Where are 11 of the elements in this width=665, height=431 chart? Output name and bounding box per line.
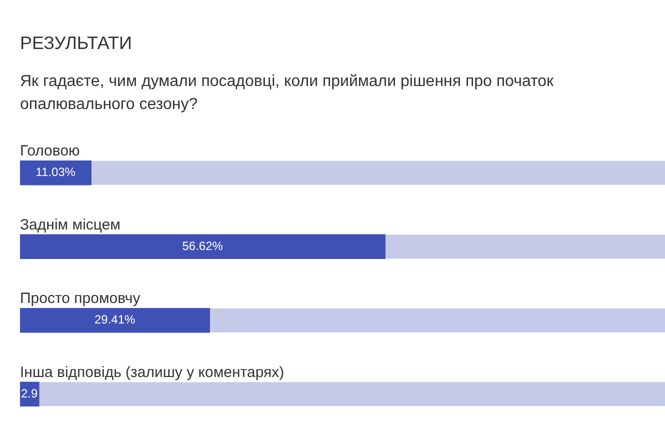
- y-tick-label: Головою: [20, 142, 80, 160]
- data-label: 11.03%: [36, 165, 76, 180]
- bar: [20, 160, 92, 186]
- chart-title: РЕЗУЛЬТАТИ: [20, 33, 132, 54]
- chart-subtitle: Як гадаєте, чим думали посадовці, коли приймали рішення про початок опалювального сезону?: [20, 72, 555, 115]
- data-label: 2.9: [21, 386, 38, 400]
- data-label: 29.41%: [94, 312, 136, 327]
- data-label: 56.62%: [182, 238, 224, 253]
- y-tick-label: Заднім місцем: [20, 216, 120, 234]
- y-tick-label: Інша відповідь (залишу у коментарях): [20, 364, 284, 381]
- y-tick-label: Просто промовчу: [20, 290, 141, 308]
